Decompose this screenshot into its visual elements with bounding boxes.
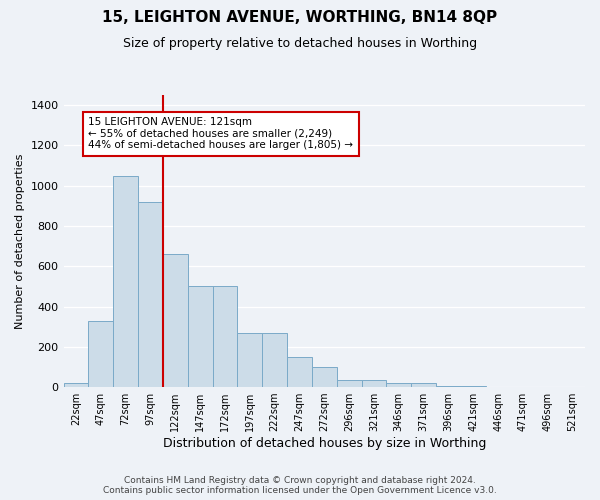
Bar xyxy=(386,383,411,387)
Y-axis label: Number of detached properties: Number of detached properties xyxy=(15,154,25,328)
Text: 15 LEIGHTON AVENUE: 121sqm
← 55% of detached houses are smaller (2,249)
44% of s: 15 LEIGHTON AVENUE: 121sqm ← 55% of deta… xyxy=(88,117,353,150)
Bar xyxy=(113,176,138,387)
Bar xyxy=(461,386,485,387)
Bar xyxy=(163,254,188,387)
Text: Size of property relative to detached houses in Worthing: Size of property relative to detached ho… xyxy=(123,38,477,51)
Bar xyxy=(188,286,212,387)
Bar xyxy=(362,380,386,387)
Text: 15, LEIGHTON AVENUE, WORTHING, BN14 8QP: 15, LEIGHTON AVENUE, WORTHING, BN14 8QP xyxy=(103,10,497,25)
Bar xyxy=(212,286,238,387)
Bar xyxy=(337,380,362,387)
Bar xyxy=(287,357,312,387)
Bar xyxy=(64,383,88,387)
Bar xyxy=(312,367,337,387)
Text: Contains HM Land Registry data © Crown copyright and database right 2024.
Contai: Contains HM Land Registry data © Crown c… xyxy=(103,476,497,495)
Bar xyxy=(262,332,287,387)
X-axis label: Distribution of detached houses by size in Worthing: Distribution of detached houses by size … xyxy=(163,437,486,450)
Bar xyxy=(138,202,163,387)
Bar xyxy=(436,386,461,387)
Bar xyxy=(238,332,262,387)
Bar xyxy=(88,320,113,387)
Bar xyxy=(411,383,436,387)
